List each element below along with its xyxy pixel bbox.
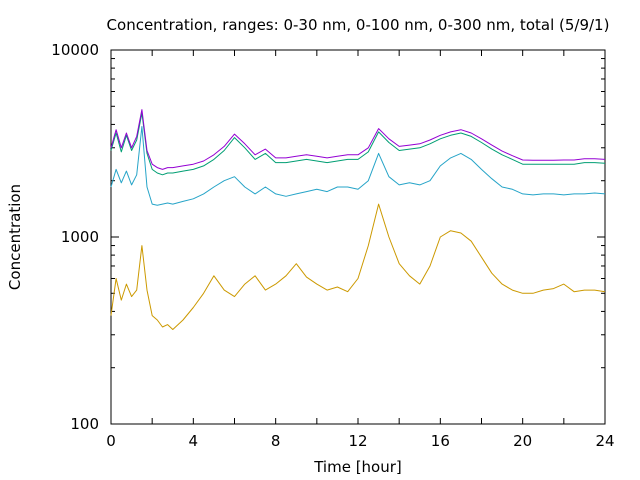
x-tick-label: 0 <box>106 432 116 450</box>
series-line-1 <box>110 203 606 330</box>
y-tick-label: 10000 <box>51 41 99 59</box>
series-line-2 <box>110 126 606 206</box>
axis-ticks: 0 4 8 12 16 20 24 100 1000 10000 <box>51 41 614 450</box>
x-tick-label: 12 <box>348 432 367 450</box>
series-line-4 <box>110 109 606 170</box>
x-tick-label: 24 <box>595 432 614 450</box>
plot-frame <box>110 49 606 425</box>
x-axis-label: Time [hour] <box>313 458 402 476</box>
y-axis-label: Concentration <box>6 184 24 290</box>
x-tick-label: 4 <box>189 432 199 450</box>
x-tick-label: 20 <box>513 432 532 450</box>
y-tick-label: 1000 <box>61 228 99 246</box>
y-tick-label: 100 <box>70 415 99 433</box>
x-tick-label: 8 <box>271 432 281 450</box>
x-tick-label: 16 <box>431 432 450 450</box>
series-line-3 <box>110 112 606 176</box>
chart-title: Concentration, ranges: 0-30 nm, 0-100 nm… <box>107 16 610 34</box>
series-layer <box>110 109 606 330</box>
